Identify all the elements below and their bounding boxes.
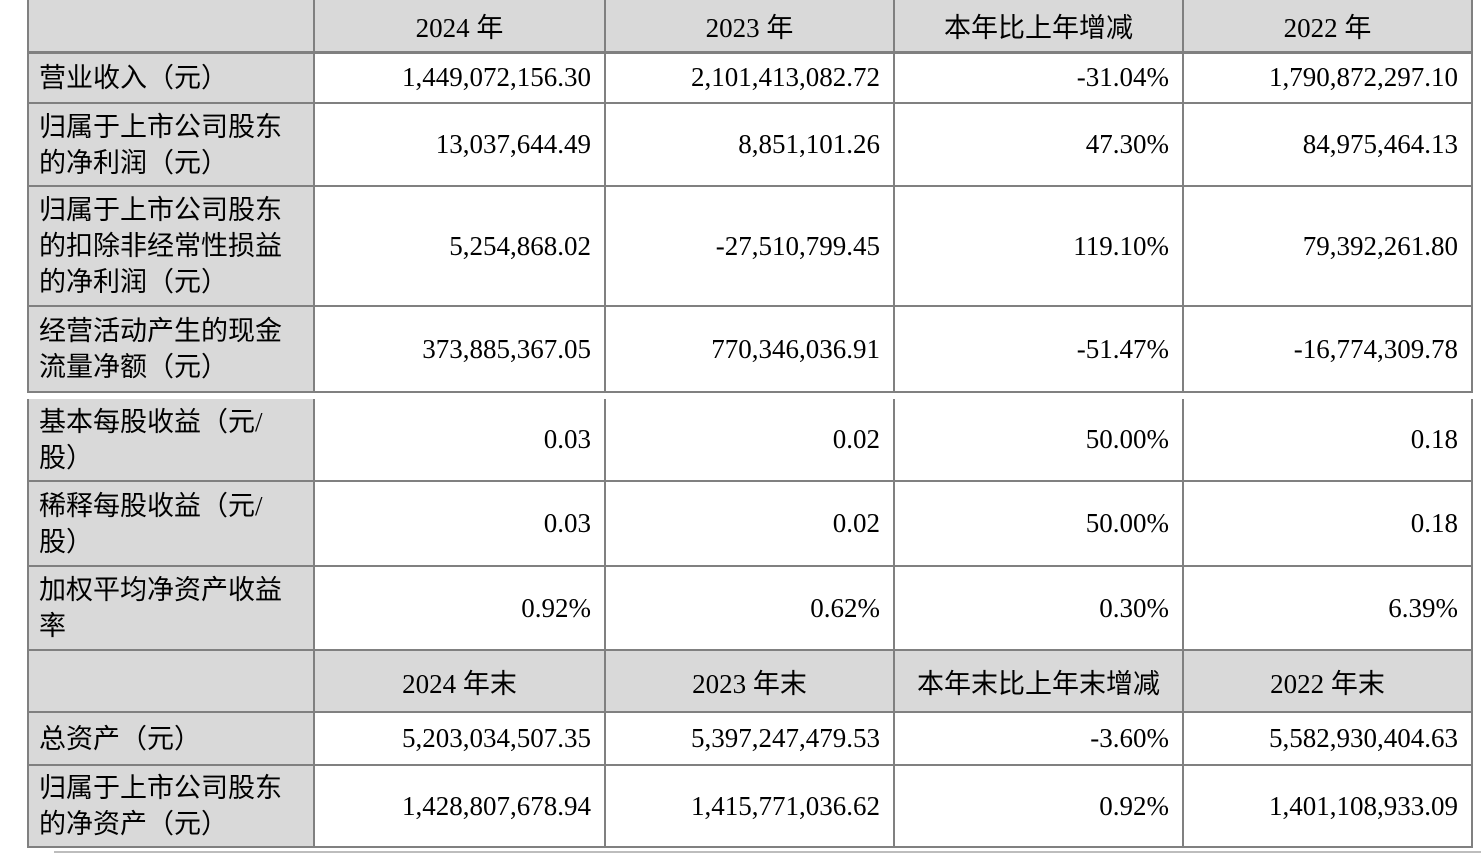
row-basic-eps: 基本每股收益（元/ 股） 0.03 0.02 50.00% 0.18 bbox=[27, 399, 1473, 482]
row-label: 稀释每股收益（元/ 股） bbox=[27, 480, 315, 567]
cell-value: -51.47% bbox=[893, 305, 1184, 393]
year-end-header-row: 2024 年末 2023 年末 本年末比上年末增减 2022 年末 bbox=[27, 649, 1473, 713]
column-header-2024-year-end: 2024 年末 bbox=[313, 649, 606, 713]
cell-value: 770,346,036.91 bbox=[604, 305, 895, 393]
cell-value: 119.10% bbox=[893, 185, 1184, 307]
financial-summary-table: 2024 年 2023 年 本年比上年增减 2022 年 营业收入（元） 1,4… bbox=[27, 0, 1473, 848]
cell-value: 0.92% bbox=[313, 565, 606, 651]
cell-value: 79,392,261.80 bbox=[1182, 185, 1473, 307]
cell-value: 50.00% bbox=[893, 399, 1184, 482]
table-bottom-rule bbox=[54, 851, 1481, 853]
row-total-assets: 总资产（元） 5,203,034,507.35 5,397,247,479.53… bbox=[27, 711, 1473, 766]
cell-value: 5,254,868.02 bbox=[313, 185, 606, 307]
cell-value: 6.39% bbox=[1182, 565, 1473, 651]
table-gap bbox=[28, 391, 1472, 399]
cell-value: 0.03 bbox=[313, 480, 606, 567]
cell-value: 47.30% bbox=[893, 102, 1184, 187]
row-net-profit-excl-nonrecurring: 归属于上市公司股东 的扣除非经常性损益 的净利润（元） 5,254,868.02… bbox=[27, 185, 1473, 307]
cell-value: -31.04% bbox=[893, 51, 1184, 104]
column-header-2022: 2022 年 bbox=[1182, 0, 1473, 54]
cell-value: 0.02 bbox=[604, 480, 895, 567]
column-header-year-end-change: 本年末比上年末增减 bbox=[893, 649, 1184, 713]
row-diluted-eps: 稀释每股收益（元/ 股） 0.03 0.02 50.00% 0.18 bbox=[27, 480, 1473, 567]
row-operating-revenue: 营业收入（元） 1,449,072,156.30 2,101,413,082.7… bbox=[27, 51, 1473, 104]
cell-value: 1,449,072,156.30 bbox=[313, 51, 606, 104]
column-header-2023: 2023 年 bbox=[604, 0, 895, 54]
cell-value: 1,401,108,933.09 bbox=[1182, 764, 1473, 848]
row-label: 归属于上市公司股东 的净利润（元） bbox=[27, 102, 315, 187]
cell-value: 0.18 bbox=[1182, 399, 1473, 482]
cell-value: 1,790,872,297.10 bbox=[1182, 51, 1473, 104]
cell-value: 1,428,807,678.94 bbox=[313, 764, 606, 848]
cell-value: 373,885,367.05 bbox=[313, 305, 606, 393]
cell-value: 0.92% bbox=[893, 764, 1184, 848]
cell-value: 0.30% bbox=[893, 565, 1184, 651]
row-label: 经营活动产生的现金 流量净额（元） bbox=[27, 305, 315, 393]
row-weighted-avg-roe: 加权平均净资产收益 率 0.92% 0.62% 0.30% 6.39% bbox=[27, 565, 1473, 651]
cell-value: 5,203,034,507.35 bbox=[313, 711, 606, 766]
row-label: 总资产（元） bbox=[27, 711, 315, 766]
cell-value: 0.03 bbox=[313, 399, 606, 482]
row-label: 营业收入（元） bbox=[27, 51, 315, 104]
cell-value: 0.18 bbox=[1182, 480, 1473, 567]
column-header-2023-year-end: 2023 年末 bbox=[604, 649, 895, 713]
cell-value: 0.62% bbox=[604, 565, 895, 651]
row-label: 加权平均净资产收益 率 bbox=[27, 565, 315, 651]
cell-value: -3.60% bbox=[893, 711, 1184, 766]
cell-value: 50.00% bbox=[893, 480, 1184, 567]
cell-value: 84,975,464.13 bbox=[1182, 102, 1473, 187]
cell-value: 2,101,413,082.72 bbox=[604, 51, 895, 104]
cell-value: -27,510,799.45 bbox=[604, 185, 895, 307]
row-net-assets-attributable: 归属于上市公司股东 的净资产（元） 1,428,807,678.94 1,415… bbox=[27, 764, 1473, 848]
column-header-2024: 2024 年 bbox=[313, 0, 606, 54]
cell-value: 5,582,930,404.63 bbox=[1182, 711, 1473, 766]
corner-cell bbox=[27, 0, 315, 54]
cell-value: 0.02 bbox=[604, 399, 895, 482]
row-label: 基本每股收益（元/ 股） bbox=[27, 399, 315, 482]
cell-value: 1,415,771,036.62 bbox=[604, 764, 895, 848]
annual-header-row: 2024 年 2023 年 本年比上年增减 2022 年 bbox=[27, 0, 1473, 54]
row-operating-cash-flow: 经营活动产生的现金 流量净额（元） 373,885,367.05 770,346… bbox=[27, 305, 1473, 393]
cell-value: -16,774,309.78 bbox=[1182, 305, 1473, 393]
cell-value: 8,851,101.26 bbox=[604, 102, 895, 187]
column-header-2022-year-end: 2022 年末 bbox=[1182, 649, 1473, 713]
cell-value: 5,397,247,479.53 bbox=[604, 711, 895, 766]
row-label: 归属于上市公司股东 的扣除非经常性损益 的净利润（元） bbox=[27, 185, 315, 307]
corner-cell bbox=[27, 649, 315, 713]
row-net-profit-attributable: 归属于上市公司股东 的净利润（元） 13,037,644.49 8,851,10… bbox=[27, 102, 1473, 187]
column-header-yoy-change: 本年比上年增减 bbox=[893, 0, 1184, 54]
row-label: 归属于上市公司股东 的净资产（元） bbox=[27, 764, 315, 848]
cell-value: 13,037,644.49 bbox=[313, 102, 606, 187]
